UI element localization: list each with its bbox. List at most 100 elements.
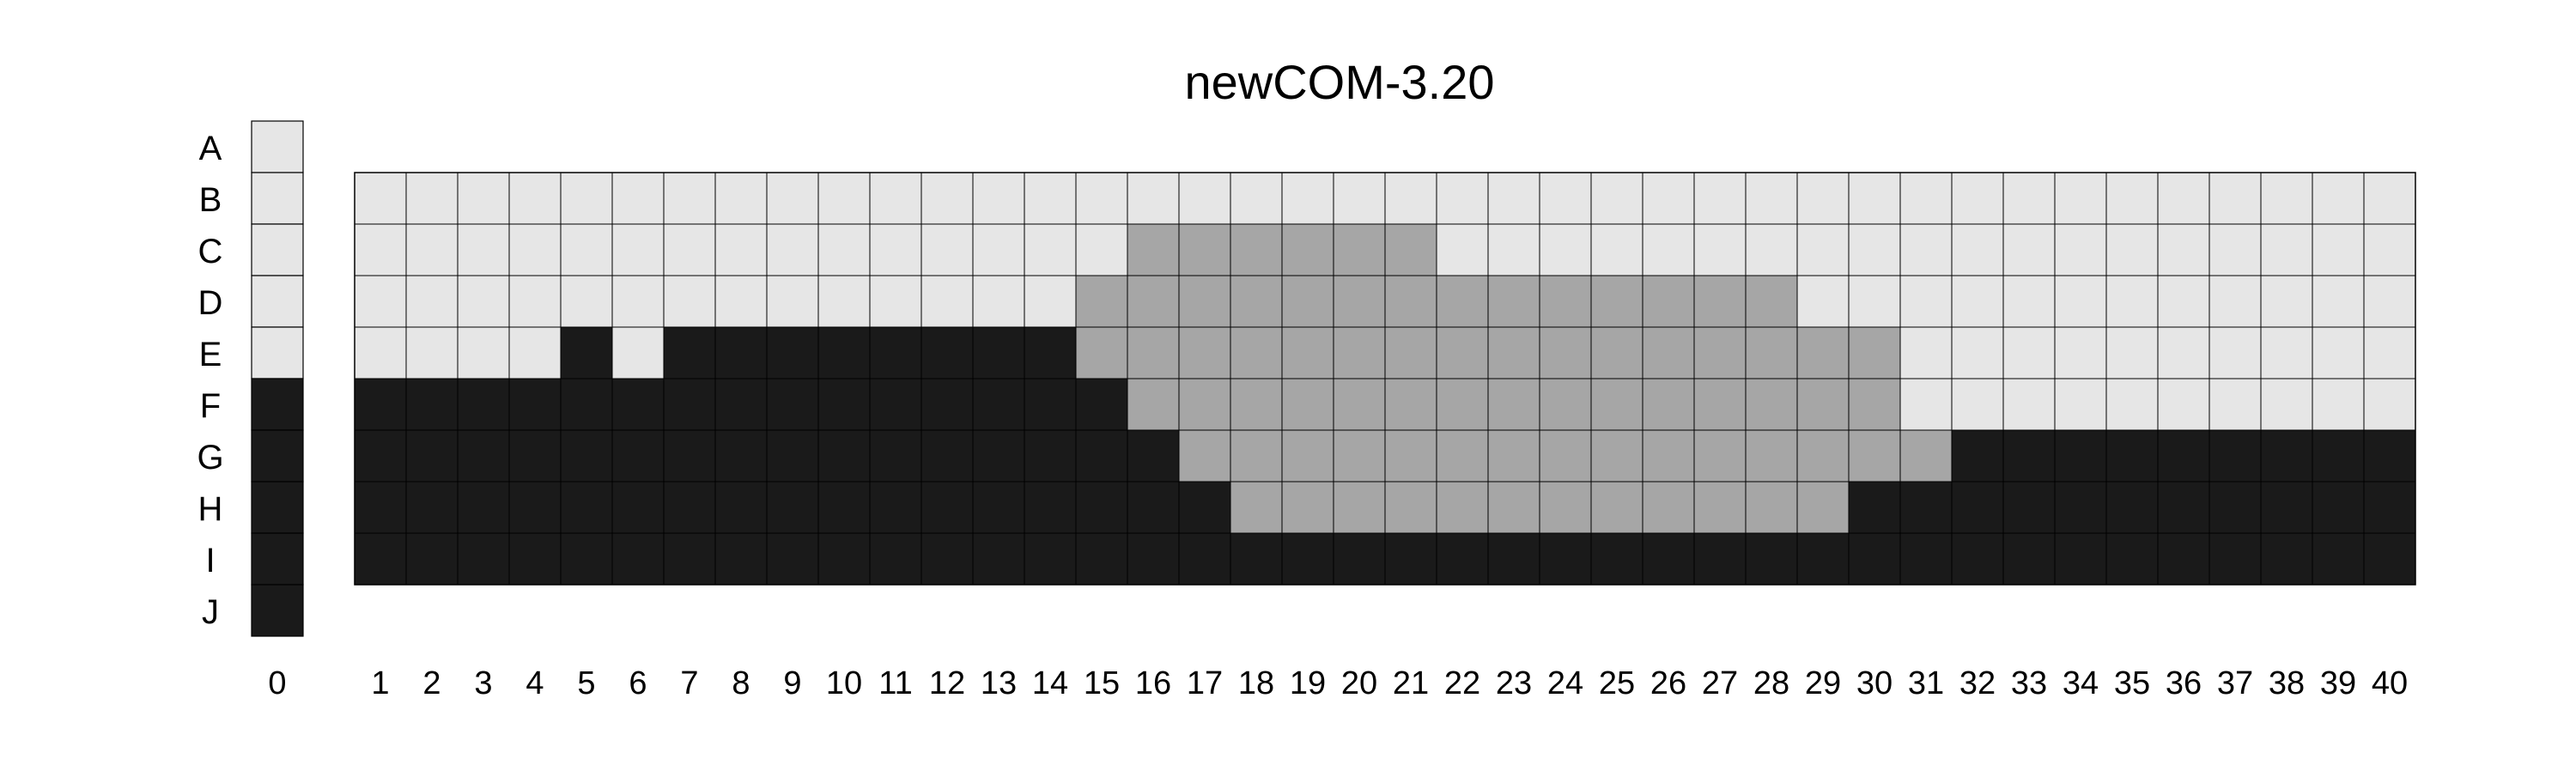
heatmap-cell [1384, 378, 1437, 431]
heatmap-cell [611, 172, 665, 225]
row-label: F [200, 387, 221, 425]
heatmap-cell [611, 481, 665, 534]
heatmap-cell [354, 275, 407, 328]
heatmap-cell [1075, 223, 1128, 276]
heatmap-cell [1590, 378, 1643, 431]
column-label: 24 [1547, 665, 1583, 701]
column-label: 19 [1290, 665, 1326, 701]
column-label: 16 [1135, 665, 1171, 701]
heatmap-cell [2054, 223, 2107, 276]
row-label: H [198, 490, 223, 528]
heatmap-cell [611, 429, 665, 483]
heatmap-cell [2260, 172, 2313, 225]
heatmap-cell [714, 275, 768, 328]
heatmap-cell [1127, 326, 1180, 379]
heatmap-cell [714, 223, 768, 276]
column-label: 6 [629, 665, 647, 701]
heatmap-cell [1951, 223, 2004, 276]
heatmap-cell [1127, 172, 1180, 225]
column-label: 3 [474, 665, 492, 701]
heatmap-cell [1642, 223, 1695, 276]
column-label: 0 [268, 665, 286, 701]
grid-border [354, 172, 2416, 586]
heatmap-cell [508, 275, 562, 328]
heatmap-cell [2157, 172, 2210, 225]
heatmap-cell [560, 275, 613, 328]
column-label: 26 [1650, 665, 1686, 701]
heatmap-cell [2002, 429, 2056, 483]
heatmap-cell [2208, 481, 2262, 534]
heatmap-cell [2054, 532, 2107, 586]
heatmap-cell [1024, 378, 1077, 431]
heatmap-cell [1230, 429, 1283, 483]
heatmap-cell [2208, 172, 2262, 225]
heatmap-cell [1127, 532, 1180, 586]
heatmap-cell [2105, 429, 2159, 483]
heatmap-cell [766, 481, 819, 534]
column-label: 10 [826, 665, 862, 701]
heatmap-cell [2260, 275, 2313, 328]
row-label: B [199, 181, 222, 219]
reference-cell [251, 532, 304, 586]
heatmap-cell [869, 172, 922, 225]
column-label: 34 [2063, 665, 2099, 701]
heatmap-cell [611, 378, 665, 431]
heatmap-cell [1848, 481, 1901, 534]
heatmap-cell [2312, 532, 2365, 586]
reference-cell [251, 120, 304, 173]
heatmap-cell [457, 275, 510, 328]
heatmap-cell [2002, 223, 2056, 276]
heatmap-cell [714, 378, 768, 431]
heatmap-cell [817, 275, 871, 328]
heatmap-cell [1796, 378, 1850, 431]
heatmap-cell [920, 326, 974, 379]
heatmap-cell [1642, 172, 1695, 225]
heatmap-cell [1281, 378, 1334, 431]
heatmap-cell [869, 326, 922, 379]
heatmap-cell [714, 172, 768, 225]
heatmap-cell [1487, 326, 1540, 379]
heatmap-cell [560, 172, 613, 225]
heatmap-cell [1230, 172, 1283, 225]
heatmap-cell [1590, 326, 1643, 379]
heatmap-cell [1127, 275, 1180, 328]
heatmap-cell [1436, 223, 1489, 276]
heatmap-cell [2105, 223, 2159, 276]
heatmap-cell [920, 223, 974, 276]
heatmap-cell [2312, 429, 2365, 483]
heatmap-cell [1796, 481, 1850, 534]
heatmap-cell [2260, 326, 2313, 379]
heatmap-cell [1899, 532, 1953, 586]
row-label: J [202, 593, 219, 631]
heatmap-cell [869, 429, 922, 483]
heatmap-cell [972, 172, 1025, 225]
heatmap-cell [1436, 481, 1489, 534]
heatmap-cell [869, 275, 922, 328]
heatmap-cell [1178, 378, 1231, 431]
heatmap-cell [611, 532, 665, 586]
column-label: 38 [2269, 665, 2305, 701]
heatmap-cell [2002, 275, 2056, 328]
heatmap-cell [1796, 275, 1850, 328]
heatmap-cell [1539, 532, 1592, 586]
heatmap-cell [1693, 275, 1747, 328]
heatmap-cell [2208, 532, 2262, 586]
heatmap-cell [1642, 481, 1695, 534]
heatmap-cell [2002, 326, 2056, 379]
heatmap-cell [1951, 429, 2004, 483]
heatmap-cell [1075, 172, 1128, 225]
heatmap-cell [2363, 429, 2416, 483]
column-label: 33 [2011, 665, 2047, 701]
heatmap-cell [354, 223, 407, 276]
heatmap-cell [1745, 532, 1798, 586]
heatmap-cell [2260, 532, 2313, 586]
heatmap-cell [1590, 172, 1643, 225]
heatmap-cell [2157, 275, 2210, 328]
row-label: I [205, 542, 215, 580]
heatmap-cell [2054, 275, 2107, 328]
heatmap-cell [1899, 223, 1953, 276]
heatmap-cell [972, 326, 1025, 379]
heatmap-cell [1642, 326, 1695, 379]
